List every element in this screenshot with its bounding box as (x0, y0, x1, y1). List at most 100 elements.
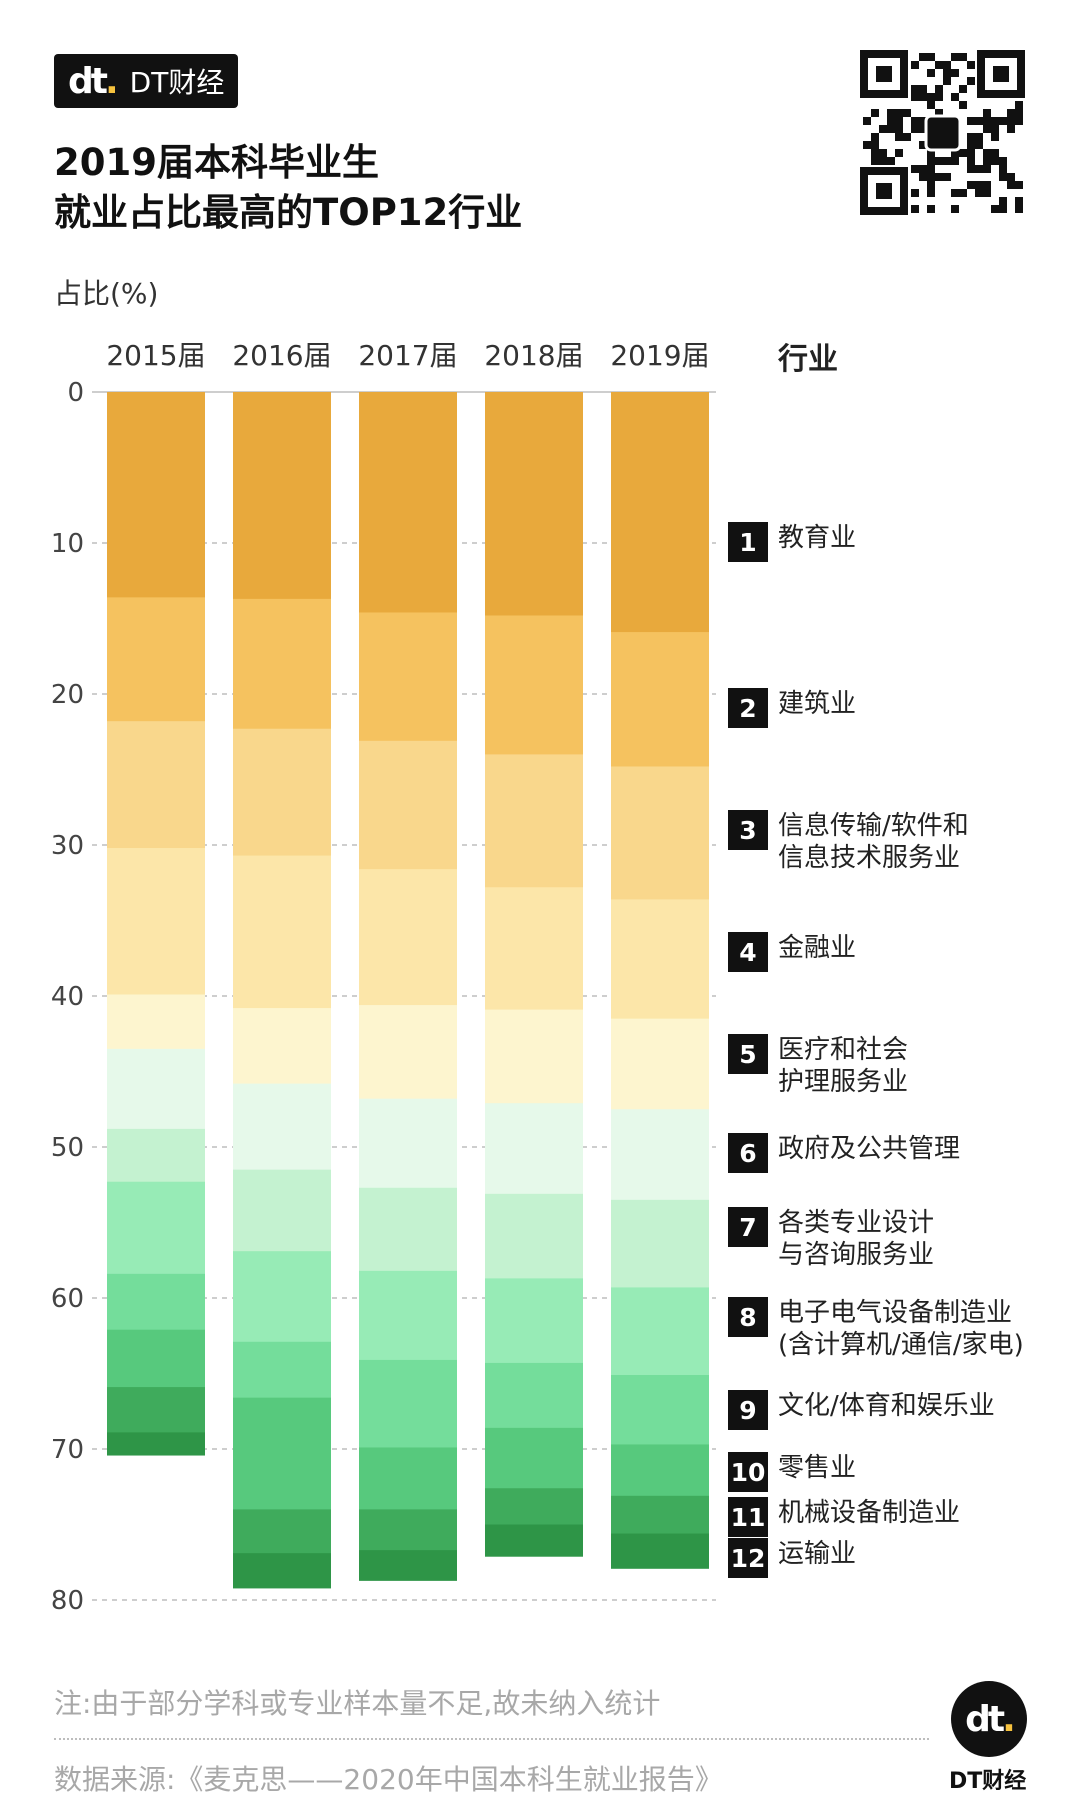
legend-label: 医疗和社会 护理服务业 (778, 1035, 909, 1097)
legend-label: 零售业 (778, 1453, 857, 1483)
legend-rank-badge: 4 (728, 932, 768, 972)
x-category-label-2: 2016届 (232, 339, 332, 372)
bar-segment-3-3 (359, 740, 457, 870)
bar-segment-5-3 (611, 766, 709, 900)
bar-segment-2-10 (233, 1397, 331, 1510)
bar-segment-4-10 (485, 1427, 583, 1489)
legend-item-12: 12 运输业 (728, 1538, 856, 1578)
bar-segment-5-11 (611, 1495, 709, 1535)
bar-segment-5-12 (611, 1533, 709, 1569)
bar-segment-4-3 (485, 754, 583, 888)
bar-segment-3-2 (359, 612, 457, 742)
bar-segment-2-11 (233, 1509, 331, 1554)
y-tick-label-20: 20 (51, 680, 84, 710)
title-line-1: 2019届本科毕业生 (54, 141, 379, 184)
y-tick-label-0: 0 (67, 378, 84, 408)
legend-rank-badge: 6 (728, 1133, 768, 1173)
bar-segment-1-11 (107, 1387, 205, 1433)
bar-segment-1-10 (107, 1329, 205, 1388)
legend-rank-badge: 12 (728, 1538, 768, 1578)
bar-segment-1-12 (107, 1432, 205, 1456)
bar-segment-4-4 (485, 887, 583, 1011)
footnote: 注:由于部分学科或专业样本量不足,故未纳入统计 (54, 1687, 661, 1720)
bar-segment-5-6 (611, 1109, 709, 1201)
data-source: 数据来源:《麦克思——2020年中国本科生就业报告》 (54, 1763, 723, 1796)
bar-segment-3-11 (359, 1509, 457, 1551)
x-category-label-1: 2015届 (106, 339, 206, 372)
legend-rank-badge: 11 (728, 1497, 768, 1537)
legend-item-2: 2 建筑业 (728, 688, 856, 728)
qr-code-icon (860, 50, 1025, 215)
bar-segment-1-4 (107, 848, 205, 995)
bar-segment-2-12 (233, 1553, 331, 1589)
chart-title: 2019届本科毕业生 就业占比最高的TOP12行业 (54, 138, 522, 238)
legend-item-5: 5 医疗和社会 护理服务业 (728, 1034, 908, 1098)
bar-segment-2-6 (233, 1083, 331, 1171)
bar-segment-3-12 (359, 1550, 457, 1581)
y-tick-label-80: 80 (51, 1586, 84, 1616)
bar-segment-3-9 (359, 1359, 457, 1448)
y-tick-label-10: 10 (51, 529, 84, 559)
bar-segment-5-8 (611, 1287, 709, 1376)
bar-segment-3-7 (359, 1187, 457, 1272)
bar-segment-1-9 (107, 1273, 205, 1331)
bar-segment-3-10 (359, 1447, 457, 1510)
y-tick-label-50: 50 (51, 1133, 84, 1163)
legend-item-9: 9 文化/体育和娱乐业 (728, 1390, 995, 1430)
x-category-label-5: 2019届 (610, 339, 710, 372)
legend-label: 机械设备制造业 (778, 1498, 961, 1528)
bar-segment-3-1 (359, 392, 457, 613)
legend-label: 文化/体育和娱乐业 (778, 1391, 995, 1421)
legend-rank-badge: 8 (728, 1297, 768, 1337)
bar-segment-2-5 (233, 1008, 331, 1085)
bar-segment-5-5 (611, 1018, 709, 1110)
legend-item-4: 4 金融业 (728, 932, 856, 972)
legend-rank-badge: 7 (728, 1207, 768, 1247)
brand-logo: dt. DT财经 (54, 54, 238, 108)
bar-segment-5-10 (611, 1444, 709, 1497)
legend-item-6: 6 政府及公共管理 (728, 1133, 960, 1173)
bar-segment-1-5 (107, 994, 205, 1050)
legend-rank-badge: 10 (728, 1452, 768, 1492)
legend-item-10: 10 零售业 (728, 1452, 856, 1492)
bar-segment-1-1 (107, 392, 205, 598)
bar-segment-5-4 (611, 899, 709, 1020)
legend-item-11: 11 机械设备制造业 (728, 1497, 960, 1537)
bar-segment-3-6 (359, 1098, 457, 1189)
footer-divider (54, 1738, 929, 1740)
legend-label: 运输业 (778, 1539, 857, 1569)
bar-segment-1-3 (107, 721, 205, 849)
bar-segment-2-2 (233, 598, 331, 730)
bar-segment-5-9 (611, 1375, 709, 1445)
bar-segment-2-1 (233, 392, 331, 600)
x-category-label-3: 2017届 (358, 339, 458, 372)
bar-segment-4-12 (485, 1524, 583, 1557)
legend-rank-badge: 9 (728, 1390, 768, 1430)
bar-segment-4-2 (485, 615, 583, 755)
legend-item-3: 3 信息传输/软件和 信息技术服务业 (728, 810, 969, 874)
legend-item-1: 1 教育业 (728, 522, 856, 562)
legend-item-8: 8 电子电气设备制造业 (含计算机/通信/家电) (728, 1297, 1024, 1361)
legend-label: 建筑业 (778, 689, 857, 719)
x-category-label-4: 2018届 (484, 339, 584, 372)
bar-segment-3-8 (359, 1270, 457, 1361)
legend-rank-badge: 5 (728, 1034, 768, 1074)
legend-label: 信息传输/软件和 信息技术服务业 (778, 811, 969, 873)
bar-segment-1-6 (107, 1048, 205, 1130)
legend-label: 政府及公共管理 (778, 1134, 961, 1164)
bar-segment-4-9 (485, 1362, 583, 1429)
bar-segment-3-4 (359, 869, 457, 1006)
legend-rank-badge: 1 (728, 522, 768, 562)
brand-name: DT财经 (129, 66, 225, 99)
y-tick-label-30: 30 (51, 831, 84, 861)
bar-segment-5-2 (611, 632, 709, 767)
footer-logo-icon: dt. (951, 1681, 1027, 1757)
bar-segment-2-4 (233, 855, 331, 1009)
bar-segment-5-7 (611, 1199, 709, 1288)
bar-segment-4-8 (485, 1278, 583, 1364)
bar-segment-1-7 (107, 1128, 205, 1183)
bar-segment-1-2 (107, 597, 205, 722)
bar-segment-2-9 (233, 1341, 331, 1399)
bar-segment-4-5 (485, 1009, 583, 1104)
